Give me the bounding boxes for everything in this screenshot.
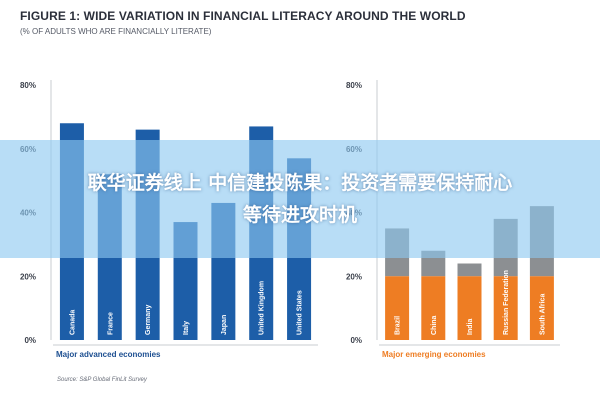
y-tick-label: 0% (24, 336, 36, 345)
category-label: United Kingdom (259, 281, 266, 335)
bar-upper-india (457, 263, 482, 277)
group-title: Major emerging economies (382, 350, 486, 359)
y-tick-label: 80% (20, 81, 36, 90)
category-label: Canada (69, 310, 76, 335)
headline-line-1: 联华证券线上 中信建投陈果：投资者需要保持耐心 (87, 172, 513, 194)
bar-india (457, 276, 482, 340)
category-label: South Africa (539, 294, 546, 335)
category-label: Japan (221, 315, 228, 335)
figure-subtitle: (% OF ADULTS WHO ARE FINANCIALLY LITERAT… (20, 27, 212, 36)
group-title: Major advanced economies (56, 350, 161, 359)
y-tick-label: 20% (346, 272, 362, 281)
category-label: United States (297, 290, 304, 335)
category-label: Brazil (395, 316, 402, 335)
category-label: Russian Federation (503, 270, 510, 335)
source-note: Source: S&P Global FinLit Survey (57, 377, 147, 383)
bar-brazil (385, 276, 410, 340)
headline-banner: 联华证券线上 中信建投陈果：投资者需要保持耐心 等待进攻时机 (0, 140, 600, 258)
y-tick-label: 0% (350, 336, 362, 345)
bar-china (421, 276, 446, 340)
category-label: Italy (183, 321, 190, 335)
category-label: Germany (145, 305, 152, 335)
bar-south-africa (529, 276, 554, 340)
bar-russian-federation (493, 276, 518, 340)
category-label: France (107, 312, 114, 335)
y-tick-label: 80% (346, 81, 362, 90)
y-tick-label: 20% (20, 272, 36, 281)
category-label: India (467, 319, 474, 335)
category-label: China (431, 315, 438, 335)
figure-title: FIGURE 1: WIDE VARIATION IN FINANCIAL LI… (20, 9, 466, 23)
headline-line-2: 等待进攻时机 (242, 204, 357, 226)
